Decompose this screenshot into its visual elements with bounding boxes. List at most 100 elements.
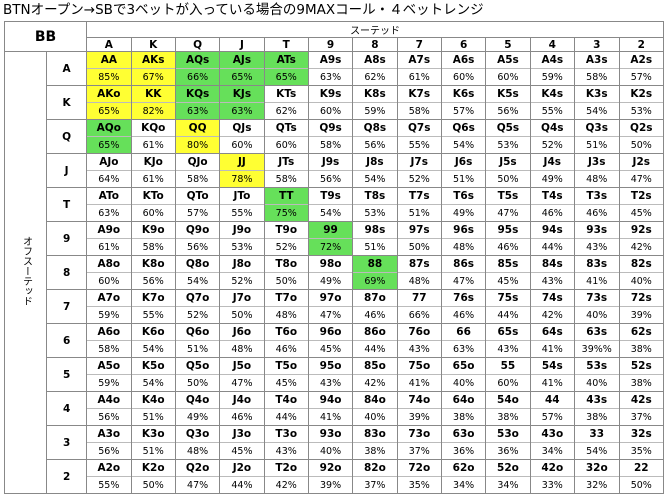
equity-cell: 58% xyxy=(130,238,176,256)
equity-cell: 51% xyxy=(440,170,487,188)
equity-cell: 58% xyxy=(86,340,132,358)
equity-cell: 57% xyxy=(618,68,664,86)
hand-cell: 97o xyxy=(307,289,354,307)
suited-label: スーテッド xyxy=(86,21,664,38)
equity-cell: 61% xyxy=(130,136,176,154)
hand-cell: 82o xyxy=(352,459,398,477)
column-header-A: A xyxy=(86,37,132,52)
hand-cell: 32o xyxy=(573,459,620,477)
hand-cell: J7s xyxy=(396,153,442,171)
column-header-T: T xyxy=(263,37,309,52)
hand-cell: 92o xyxy=(307,459,354,477)
hand-cell: T9o xyxy=(263,221,309,239)
hand-cell: 83s xyxy=(573,255,620,273)
equity-cell: 41% xyxy=(529,374,575,392)
column-header-Q: Q xyxy=(174,37,221,52)
hand-cell: A7s xyxy=(396,51,442,69)
hand-cell: 77 xyxy=(396,289,442,307)
equity-cell: 50% xyxy=(219,306,265,324)
row-header-8: 8 xyxy=(46,255,88,290)
row-header-T: T xyxy=(46,187,88,222)
equity-cell: 39% xyxy=(396,408,442,426)
column-header-6: 6 xyxy=(440,37,487,52)
hand-cell: 52o xyxy=(485,459,531,477)
equity-cell: 43% xyxy=(529,272,575,290)
hand-cell: K7o xyxy=(130,289,176,307)
hand-cell: 88 xyxy=(352,255,398,273)
equity-cell: 44% xyxy=(352,340,398,358)
hand-cell: KTo xyxy=(130,187,176,205)
column-header-7: 7 xyxy=(396,37,442,52)
hand-cell: Q4s xyxy=(529,119,575,137)
hand-cell: A3o xyxy=(86,425,132,443)
equity-cell: 56% xyxy=(86,442,132,460)
equity-cell: 45% xyxy=(618,204,664,222)
equity-cell: 50% xyxy=(263,272,309,290)
hand-cell: K4o xyxy=(130,391,176,409)
hand-cell: A4o xyxy=(86,391,132,409)
hand-cell: 73o xyxy=(396,425,442,443)
equity-cell: 37% xyxy=(618,408,664,426)
hand-cell: 43s xyxy=(573,391,620,409)
equity-cell: 38% xyxy=(618,340,664,358)
equity-cell: 53% xyxy=(618,102,664,120)
equity-cell: 52% xyxy=(263,238,309,256)
row-header-Q: Q xyxy=(46,119,88,154)
hand-cell: 92s xyxy=(618,221,664,239)
equity-cell: 46% xyxy=(529,204,575,222)
equity-cell: 65% xyxy=(219,68,265,86)
hand-cell: 75o xyxy=(396,357,442,375)
hand-cell: J9o xyxy=(219,221,265,239)
hand-cell: KJs xyxy=(219,85,265,103)
hand-cell: 54s xyxy=(529,357,575,375)
hand-cell: J9s xyxy=(307,153,354,171)
hand-cell: A2s xyxy=(618,51,664,69)
hand-cell: A7o xyxy=(86,289,132,307)
hand-cell: J6s xyxy=(440,153,487,171)
equity-cell: 41% xyxy=(529,340,575,358)
row-header-3: 3 xyxy=(46,425,88,460)
hand-cell: T7o xyxy=(263,289,309,307)
hand-cell: 96o xyxy=(307,323,354,341)
equity-cell: 43% xyxy=(485,340,531,358)
hand-cell: T4o xyxy=(263,391,309,409)
equity-cell: 75% xyxy=(263,204,309,222)
hand-cell: 65o xyxy=(440,357,487,375)
hand-cell: J5s xyxy=(485,153,531,171)
equity-cell: 44% xyxy=(529,238,575,256)
hand-cell: 52s xyxy=(618,357,664,375)
hand-cell: 44 xyxy=(529,391,575,409)
hand-cell: KK xyxy=(130,85,176,103)
column-header-J: J xyxy=(219,37,265,52)
hand-cell: KQo xyxy=(130,119,176,137)
hand-cell: 55 xyxy=(485,357,531,375)
hand-cell: J2o xyxy=(219,459,265,477)
equity-cell: 34% xyxy=(529,442,575,460)
equity-cell: 63% xyxy=(307,68,354,86)
equity-cell: 57% xyxy=(174,204,221,222)
equity-cell: 42% xyxy=(352,374,398,392)
hand-cell: K6o xyxy=(130,323,176,341)
hand-cell: K8o xyxy=(130,255,176,273)
row-header-2: 2 xyxy=(46,459,88,494)
hand-cell: 84s xyxy=(529,255,575,273)
hand-cell: 72s xyxy=(618,289,664,307)
equity-cell: 59% xyxy=(529,68,575,86)
hand-cell: 96s xyxy=(440,221,487,239)
column-header-8: 8 xyxy=(352,37,398,52)
hand-cell: K8s xyxy=(352,85,398,103)
equity-cell: 67% xyxy=(130,68,176,86)
hand-cell: Q8o xyxy=(174,255,221,273)
hand-cell: Q5s xyxy=(485,119,531,137)
range-grid: BB スーテッド A K Q J T 9 8 7 6 5 4 3 2 オフスーテッド A AA AKs AQs AJs A… xyxy=(3,21,664,494)
hand-cell: T3o xyxy=(263,425,309,443)
equity-cell: 43% xyxy=(307,374,354,392)
equity-cell: 65% xyxy=(86,102,132,120)
equity-cell: 48% xyxy=(573,170,620,188)
hand-cell: 82s xyxy=(618,255,664,273)
hand-cell: QQ xyxy=(174,119,221,137)
hand-cell: AQs xyxy=(174,51,221,69)
hand-cell: AKs xyxy=(130,51,176,69)
equity-cell: 58% xyxy=(396,102,442,120)
equity-cell: 63% xyxy=(86,204,132,222)
